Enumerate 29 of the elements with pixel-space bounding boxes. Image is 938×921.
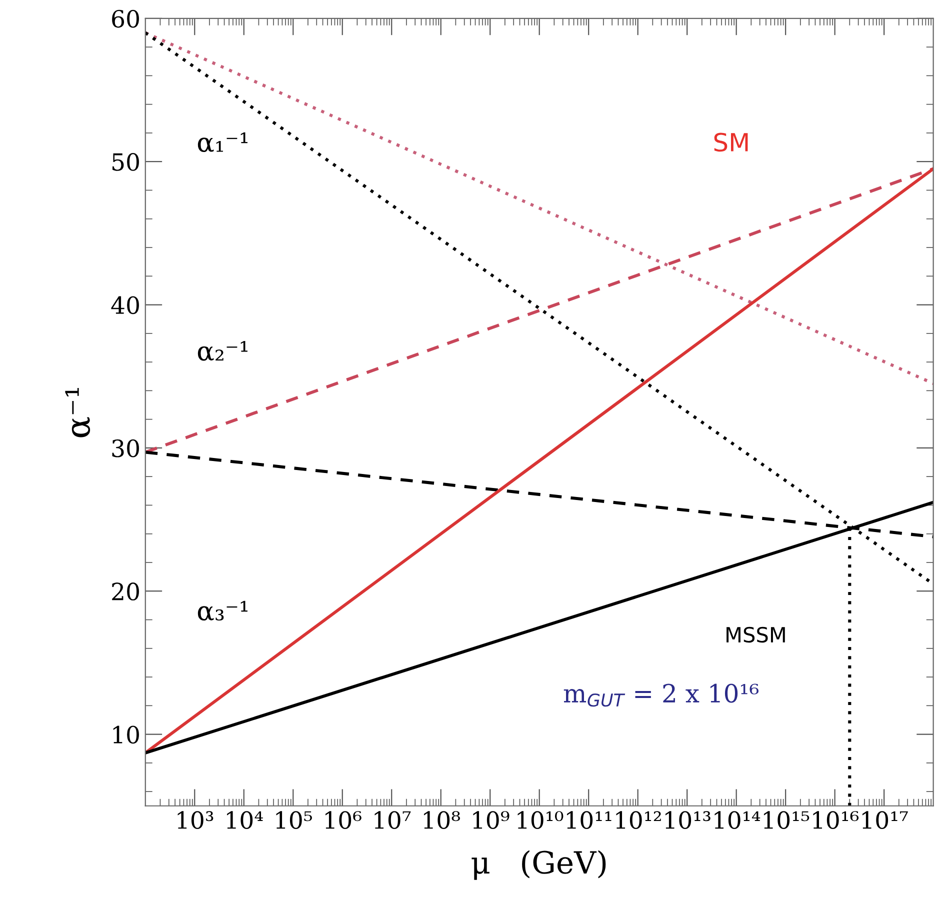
x-axis-title: μ (GeV) — [472, 850, 606, 880]
annotation: α₂⁻¹ — [198, 341, 248, 361]
x-tick-label: 10¹¹ — [566, 811, 612, 830]
x-tick-label: 10¹³ — [665, 811, 710, 830]
x-tick-label: 10¹⁶ — [813, 811, 859, 830]
y-tick-label: 30 — [112, 439, 139, 458]
annotation: m$_{GUT}$ = 2 x 10¹⁶ — [564, 684, 759, 707]
x-tick-label: 10³ — [178, 811, 214, 830]
y-tick-label: 60 — [112, 10, 139, 28]
annotation: α₁⁻¹ — [198, 132, 248, 152]
x-tick-label: 10⁷ — [374, 811, 411, 830]
annotation: α₃⁻¹ — [198, 600, 248, 621]
x-tick-label: 10⁴ — [227, 811, 263, 830]
x-tick-label: 10⁵ — [276, 811, 312, 830]
y-tick-label: 20 — [112, 582, 139, 600]
x-tick-label: 10¹⁴ — [714, 811, 760, 830]
x-tick-label: 10¹⁷ — [862, 811, 908, 830]
y-tick-label: 50 — [112, 153, 139, 171]
x-tick-label: 10⁹ — [473, 811, 510, 830]
y-tick-label: 40 — [111, 296, 139, 314]
x-tick-label: 10¹² — [616, 811, 661, 830]
x-tick-label: 10¹⁵ — [764, 811, 810, 830]
x-tick-label: 10⁶ — [325, 811, 362, 830]
x-tick-label: 10⁸ — [424, 811, 460, 830]
y-tick-label: 10 — [113, 726, 139, 744]
x-tick-label: 10¹⁰ — [518, 811, 564, 830]
annotation: SM — [714, 132, 748, 152]
annotation: MSSM — [726, 626, 785, 643]
y-axis-title: α⁻¹ — [65, 388, 90, 438]
